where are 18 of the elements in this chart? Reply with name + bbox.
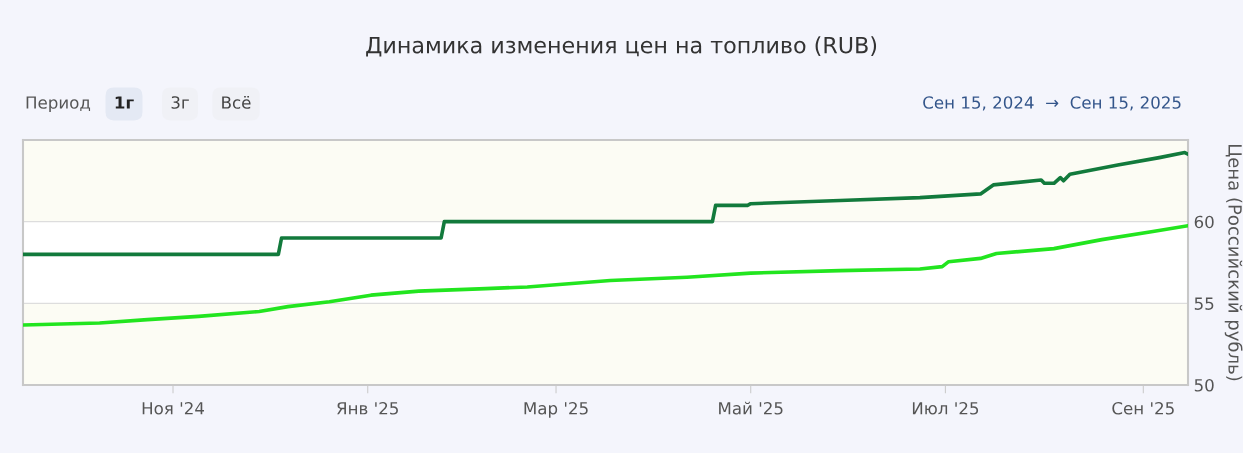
x-tick-label: Янв '25	[337, 401, 398, 415]
line-series	[23, 223, 1188, 327]
x-tick-label: Ноя '24	[142, 401, 204, 415]
line-series	[23, 150, 1188, 257]
x-tick-label: Май '25	[719, 401, 783, 415]
x-tick-label: Сен '25	[1112, 401, 1174, 415]
y-tick-label: 60	[1194, 215, 1214, 229]
y-tick-label: 50	[1194, 378, 1214, 392]
y-axis-title: Цена (Российский рубль)	[1224, 144, 1243, 381]
y-tick-label: 55	[1194, 297, 1214, 310]
x-tick-label: Июл '25	[912, 401, 979, 415]
x-tick-label: Мар '25	[524, 401, 588, 418]
text: Период	[26, 96, 91, 113]
text: Сен 15, 2024 → Сен 15, 2025	[923, 96, 1181, 111]
text: Всё	[222, 95, 251, 109]
chart-title: Динамика изменения цен на топливо (RUB)	[366, 36, 877, 57]
text: 1г	[115, 96, 134, 109]
text: 3г	[171, 96, 189, 109]
